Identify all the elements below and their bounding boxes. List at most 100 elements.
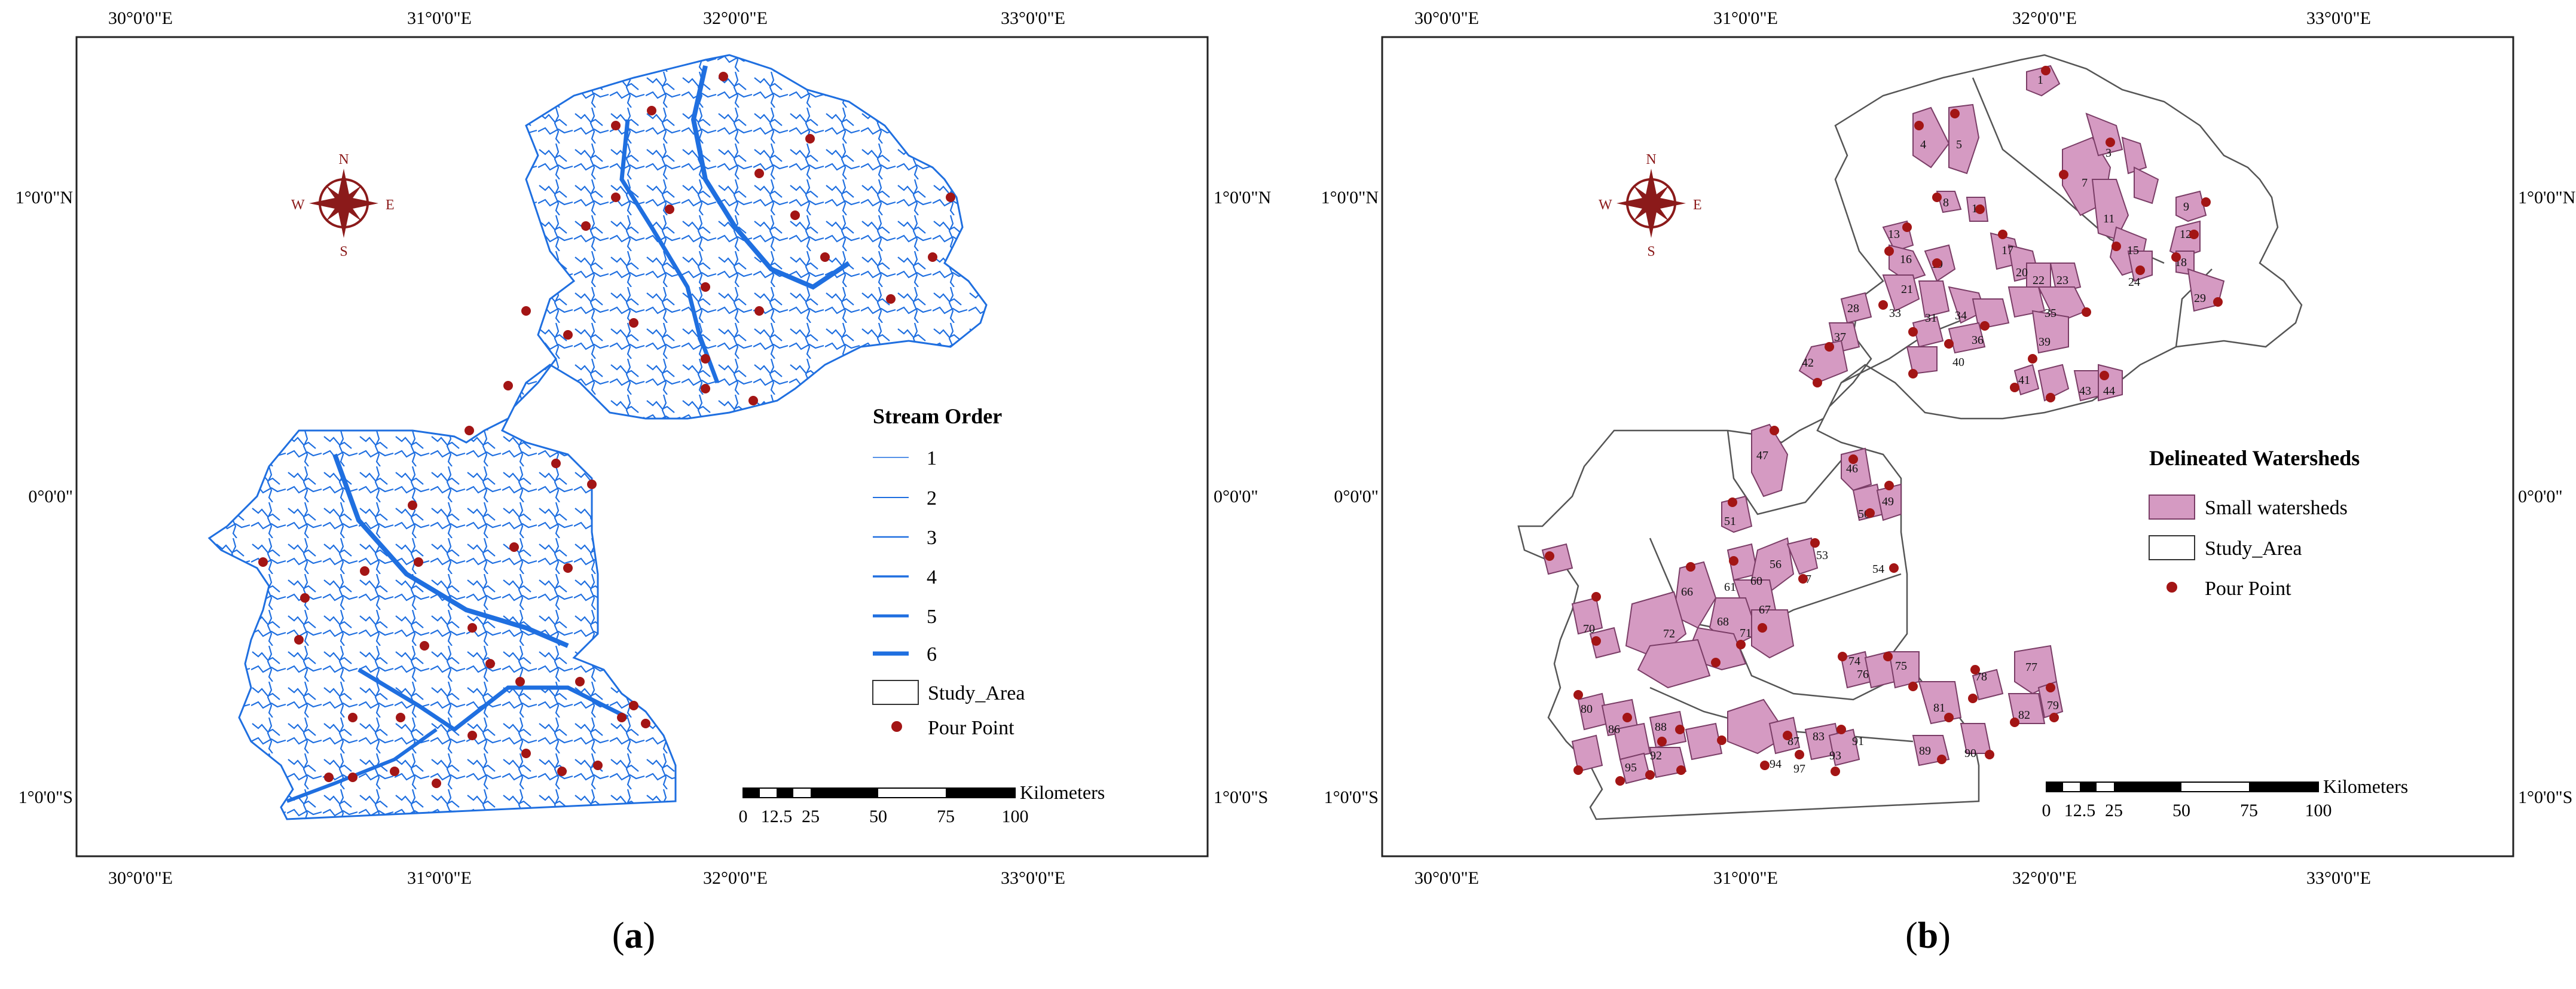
scale-a-tick-4: 75 — [937, 807, 955, 826]
legend-b-title: Delineated Watersheds — [2149, 446, 2360, 470]
grat-a-bottom-2: 32°0'0"E — [703, 868, 768, 888]
pour-points-b — [1545, 66, 2223, 786]
ws-label-20: 20 — [2016, 266, 2028, 279]
ws-label-28: 28 — [1847, 302, 1859, 315]
grat-b-right-0: 1°0'0"N — [2518, 188, 2575, 207]
ws-label-97: 97 — [1793, 762, 1805, 776]
pour-points-a — [258, 72, 955, 788]
grat-a-bottom-1: 31°0'0"E — [407, 868, 472, 888]
scale-a-unit: Kilometers — [1020, 782, 1105, 803]
ws-label-56: 56 — [1770, 558, 1781, 571]
legend-a: Stream Order 1 2 3 4 5 6 Study_Area Pour… — [872, 404, 1025, 739]
grat-a-bottom-0: 30°0'0"E — [108, 868, 173, 888]
compass-a-e: E — [386, 197, 395, 213]
ws-label-47: 47 — [1756, 449, 1768, 462]
grat-b-left-0: 1°0'0"N — [1321, 188, 1379, 207]
ws-label-54: 54 — [1872, 563, 1884, 576]
caption-b-letter: b — [1917, 915, 1939, 956]
compass-b-e: E — [1693, 197, 1702, 213]
ws-label-77: 77 — [2025, 661, 2037, 674]
main-river-a2 — [619, 119, 720, 384]
legend-b-small-watersheds: Small watersheds — [2205, 497, 2348, 519]
map-b-svg: 30°0'0"E 31°0'0"E 32°0'0"E 33°0'0"E 30°0… — [1321, 8, 2576, 888]
compass-a-w: W — [291, 197, 305, 213]
grat-b-bottom-0: 30°0'0"E — [1414, 868, 1479, 888]
panel-b-watersheds-map: 30°0'0"E 31°0'0"E 32°0'0"E 33°0'0"E 30°0… — [1315, 0, 2576, 912]
compass-a-n: N — [338, 152, 349, 167]
grat-b-bottom-1: 31°0'0"E — [1713, 868, 1778, 888]
ws-label-60: 60 — [1750, 575, 1762, 588]
ws-label-83: 83 — [1813, 730, 1825, 743]
ws-label-16: 16 — [1900, 253, 1912, 266]
grat-a-top-3: 33°0'0"E — [1001, 8, 1065, 28]
ws-label-51: 51 — [1724, 515, 1736, 528]
grat-a-top-0: 30°0'0"E — [108, 8, 173, 28]
ws-label-24: 24 — [2128, 276, 2140, 289]
compass-rose-b: N S E W — [1599, 152, 1702, 260]
scale-bar-a: 0 12.5 25 50 75 100 Kilometers — [739, 782, 1105, 826]
ws-label-88: 88 — [1655, 721, 1667, 734]
grat-a-left-1: 0°0'0" — [28, 487, 73, 506]
ws-label-34: 34 — [1955, 309, 1967, 322]
ws-label-22: 22 — [2033, 274, 2045, 287]
grat-a-right-0: 1°0'0"N — [1214, 188, 1271, 207]
ws-label-67: 67 — [1759, 603, 1771, 616]
ws-label-95: 95 — [1625, 761, 1637, 774]
grat-b-left-2: 1°0'0"S — [1324, 787, 1379, 807]
main-river-a5 — [286, 728, 438, 803]
ws-label-4: 4 — [1920, 138, 1926, 151]
scale-b-tick-4: 75 — [2240, 801, 2258, 820]
ws-label-41: 41 — [2018, 374, 2030, 387]
panel-a-stream-order-map: 30°0'0"E 31°0'0"E 32°0'0"E 33°0'0"E 30°0… — [0, 0, 1291, 912]
ws-label-80: 80 — [1581, 703, 1593, 716]
ws-label-12: 12 — [2180, 228, 2192, 241]
ws-label-78: 78 — [1975, 670, 1987, 683]
grat-a-left-2: 1°0'0"S — [19, 787, 73, 807]
ws-label-49: 49 — [1882, 495, 1894, 508]
scale-a-tick-0: 0 — [739, 807, 748, 826]
caption-a: (a) — [612, 915, 656, 956]
scale-b-tick-5: 100 — [2305, 801, 2332, 820]
ws-label-33: 33 — [1889, 307, 1901, 320]
grat-b-left-1: 0°0'0" — [1334, 487, 1379, 506]
ws-label-9: 9 — [2183, 200, 2189, 213]
grat-a-right-2: 1°0'0"S — [1214, 787, 1268, 807]
ws-label-61: 61 — [1724, 581, 1736, 594]
small-watersheds — [1541, 65, 2225, 785]
ws-label-46: 46 — [1846, 462, 1858, 475]
ws-label-29: 29 — [2194, 292, 2206, 305]
ws-label-5: 5 — [1956, 138, 1962, 151]
scale-a-tick-3: 50 — [869, 807, 887, 826]
ws-label-76: 76 — [1857, 668, 1869, 681]
legend-a-item-2: 2 — [927, 487, 937, 509]
ws-label-91: 91 — [1852, 735, 1864, 748]
grat-b-right-1: 0°0'0" — [2518, 487, 2563, 506]
main-river-a1 — [690, 65, 851, 290]
legend-a-item-3: 3 — [927, 527, 937, 549]
legend-a-item-1: 1 — [927, 447, 937, 469]
ws-label-15: 15 — [2127, 244, 2139, 257]
ws-label-17: 17 — [2001, 244, 2013, 257]
ws-label-8: 8 — [1943, 196, 1949, 209]
ws-label-37: 37 — [1834, 331, 1846, 344]
ws-label-3: 3 — [2106, 146, 2111, 160]
grat-a-top-1: 31°0'0"E — [407, 8, 472, 28]
scale-b-tick-2: 25 — [2105, 801, 2123, 820]
ws-label-1: 1 — [2037, 74, 2043, 87]
ws-label-82: 82 — [2018, 709, 2030, 722]
caption-a-letter: a — [624, 915, 643, 956]
ws-label-23: 23 — [2056, 274, 2068, 287]
scale-b-tick-1: 12.5 — [2064, 801, 2096, 820]
ws-label-40: 40 — [1952, 356, 1964, 369]
legend-a-item-4: 4 — [927, 566, 937, 588]
ws-label-42: 42 — [1802, 356, 1814, 370]
ws-label-92: 92 — [1650, 749, 1662, 762]
legend-b-pour-point: Pour Point — [2205, 578, 2291, 600]
ws-label-36: 36 — [1972, 334, 1984, 347]
legend-a-title: Stream Order — [873, 404, 1002, 428]
legend-a-item-6: 6 — [927, 643, 937, 666]
ws-label-86: 86 — [1608, 723, 1620, 736]
legend-b-study-area: Study_Area — [2205, 538, 2302, 560]
ws-label-21: 21 — [1901, 283, 1913, 296]
ws-label-89: 89 — [1919, 744, 1931, 758]
